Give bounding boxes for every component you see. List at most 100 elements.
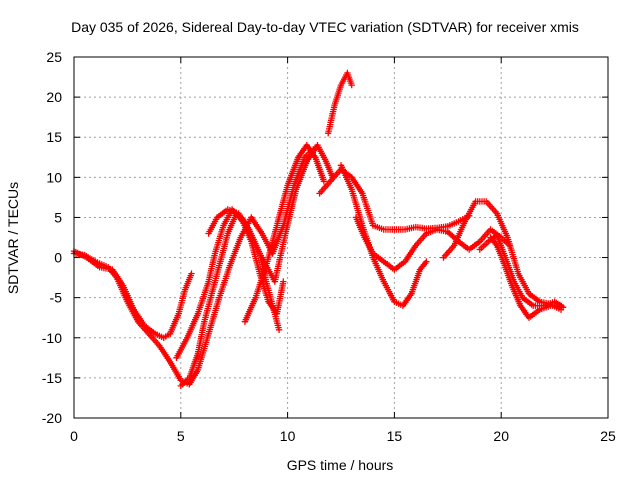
data-point <box>383 261 385 263</box>
data-point <box>244 321 246 323</box>
data-point <box>479 240 481 243</box>
data-point <box>99 266 101 268</box>
data-point <box>340 84 342 86</box>
data-point <box>169 361 171 363</box>
data-point <box>351 176 353 178</box>
data-point <box>372 252 374 255</box>
x-tick-label: 0 <box>70 428 78 444</box>
y-tick-label: 15 <box>46 129 62 145</box>
data-point <box>188 383 190 385</box>
data-point <box>511 285 513 287</box>
data-point <box>319 192 321 194</box>
data-point <box>227 208 229 210</box>
plot-frame <box>73 56 609 419</box>
data-point <box>255 297 257 299</box>
data-point <box>436 228 438 231</box>
data-point <box>346 72 348 74</box>
data-point <box>208 333 210 335</box>
data-point <box>208 281 210 283</box>
data-point <box>259 252 261 255</box>
data-point <box>355 216 357 218</box>
data-point <box>250 216 252 218</box>
data-point <box>528 317 530 319</box>
data-point <box>274 281 276 283</box>
data-point <box>447 225 449 227</box>
data-point <box>383 281 385 283</box>
data-point <box>197 369 199 371</box>
data-point <box>372 257 374 259</box>
data-point <box>284 232 287 235</box>
data-point <box>419 269 421 271</box>
data-point <box>504 257 507 259</box>
data-point <box>425 261 427 263</box>
data-point <box>222 224 225 227</box>
data-point <box>415 226 417 228</box>
data-point <box>197 353 199 355</box>
data-point <box>402 305 404 307</box>
x-tick-label: 25 <box>600 428 616 444</box>
data-point <box>410 293 413 295</box>
data-point <box>272 305 274 307</box>
data-point <box>496 234 498 236</box>
tick-label-layer: 0 5 10 15 20 25 -20 -15 -10 -5 0 5 10 15 20 25 <box>42 49 616 444</box>
data-point <box>240 236 242 239</box>
data-point <box>404 261 406 263</box>
series-13 <box>476 231 567 311</box>
x-tick-label: 20 <box>493 428 509 444</box>
data-point <box>197 313 199 315</box>
data-point <box>329 180 331 182</box>
data-point <box>479 248 481 251</box>
data-point <box>425 228 427 230</box>
x-tick-label: 10 <box>280 428 296 444</box>
data-point <box>513 281 515 283</box>
data-point <box>306 144 308 146</box>
data-point <box>122 285 124 287</box>
y-tick-label: -20 <box>42 410 62 426</box>
data-point <box>383 228 385 231</box>
data-point <box>86 257 88 259</box>
data-point <box>464 220 466 223</box>
data-point <box>325 160 327 162</box>
data-point <box>502 261 504 263</box>
data-point <box>485 200 487 202</box>
data-point <box>404 228 406 231</box>
data-point <box>507 236 509 239</box>
data-point <box>265 265 267 267</box>
data-point <box>133 309 135 311</box>
data-point <box>208 232 210 235</box>
data-point <box>340 164 342 166</box>
data-point <box>327 132 329 134</box>
data-point <box>447 231 449 233</box>
data-point <box>137 321 139 323</box>
data-point <box>334 104 336 106</box>
data-point <box>306 160 308 162</box>
series-7 <box>325 69 355 137</box>
chart-title: Day 035 of 2026, Sidereal Day-to-day VTE… <box>71 19 579 35</box>
data-point <box>282 224 284 227</box>
data-point <box>351 188 353 190</box>
y-tick-label: -5 <box>50 290 63 306</box>
series-6 <box>241 142 328 325</box>
data-point <box>528 293 530 295</box>
y-tick-label: 25 <box>46 49 62 65</box>
data-point <box>457 220 460 223</box>
data-point <box>316 144 319 146</box>
data-point <box>415 244 417 247</box>
grid-layer <box>74 57 608 418</box>
data-point <box>554 301 556 303</box>
data-point <box>175 357 178 359</box>
data-point <box>287 184 289 186</box>
y-tick-label: 5 <box>54 209 62 225</box>
x-tick-label: 5 <box>177 428 185 444</box>
data-point <box>517 273 519 275</box>
data-point <box>297 156 299 158</box>
series-layer <box>70 69 567 390</box>
data-point <box>393 301 395 303</box>
data-point <box>453 244 455 247</box>
y-tick-label: 0 <box>54 250 62 266</box>
data-point <box>227 232 229 235</box>
data-point <box>372 224 374 227</box>
data-point <box>304 156 306 158</box>
